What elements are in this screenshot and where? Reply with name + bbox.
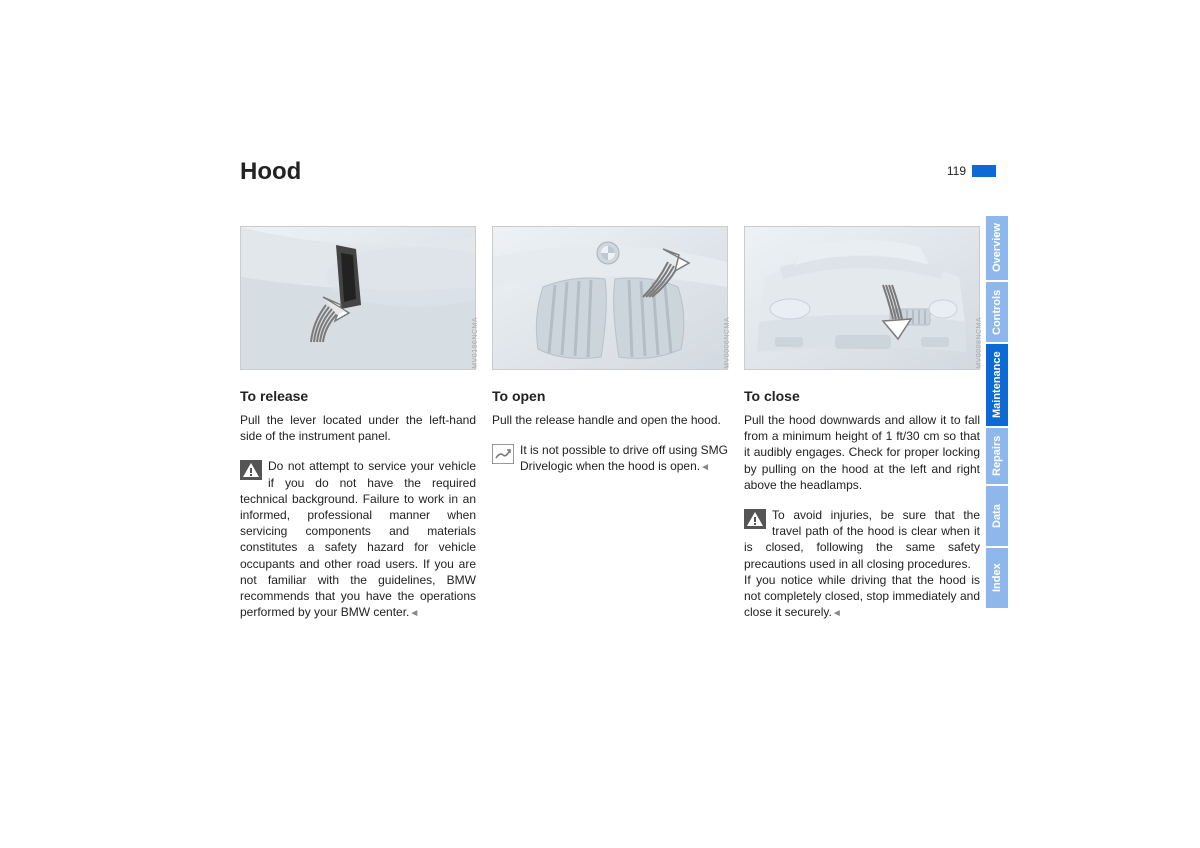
tab-repairs[interactable]: Repairs <box>986 428 1008 484</box>
side-tabs: Overview Controls Maintenance Repairs Da… <box>986 216 1008 610</box>
end-mark: ◄ <box>832 608 842 619</box>
column-release: MV0166NCMA To release Pull the lever loc… <box>240 226 476 621</box>
illus-code: MV0008NCMA <box>976 317 983 369</box>
note-text: It is not possible to drive off using SM… <box>520 443 728 473</box>
tab-index[interactable]: Index <box>986 548 1008 608</box>
warning-text: To avoid injuries, be sure that the trav… <box>744 508 980 619</box>
body-release: Pull the lever located under the left-ha… <box>240 412 476 444</box>
page-number-marker <box>972 165 996 177</box>
illus-code: MV0166NCMA <box>472 317 479 369</box>
warning-release: Do not attempt to service your vehicle i… <box>240 458 476 620</box>
illustration-open: MV0006NCMA <box>492 226 728 370</box>
page-number: 119 <box>947 164 966 178</box>
subhead-close: To close <box>744 388 980 404</box>
column-close: MV0008NCMA To close Pull the hood downwa… <box>744 226 980 621</box>
warning-icon <box>240 460 262 480</box>
page-title: Hood <box>240 158 301 186</box>
illustration-close: MV0008NCMA <box>744 226 980 370</box>
page-number-wrap: 119 <box>947 164 996 178</box>
end-mark: ◄ <box>409 608 419 619</box>
illus-code: MV0006NCMA <box>724 317 731 369</box>
tab-data[interactable]: Data <box>986 486 1008 546</box>
note-icon <box>492 444 514 464</box>
warning-close: To avoid injuries, be sure that the trav… <box>744 507 980 621</box>
manual-page: Hood 119 <box>240 158 980 621</box>
illustration-release: MV0166NCMA <box>240 226 476 370</box>
note-open: It is not possible to drive off using SM… <box>492 442 728 475</box>
warning-icon <box>744 509 766 529</box>
subhead-open: To open <box>492 388 728 404</box>
columns: MV0166NCMA To release Pull the lever loc… <box>240 226 980 621</box>
tab-maintenance[interactable]: Maintenance <box>986 344 1008 426</box>
warning-text: Do not attempt to service your vehicle i… <box>240 459 476 619</box>
title-row: Hood 119 <box>240 158 980 186</box>
subhead-release: To release <box>240 388 476 404</box>
body-open: Pull the release handle and open the hoo… <box>492 412 728 428</box>
tab-controls[interactable]: Controls <box>986 282 1008 342</box>
column-open: MV0006NCMA To open Pull the release hand… <box>492 226 728 621</box>
end-mark: ◄ <box>700 462 710 473</box>
tab-overview[interactable]: Overview <box>986 216 1008 280</box>
body-close: Pull the hood downwards and allow it to … <box>744 412 980 493</box>
